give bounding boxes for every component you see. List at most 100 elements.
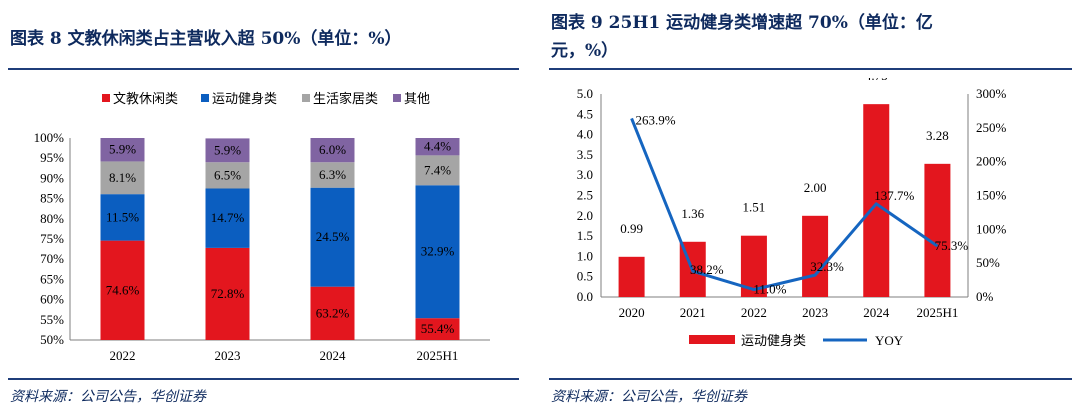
data-label: 72.8% — [211, 286, 245, 301]
right-title-rule — [549, 68, 1072, 70]
stacked-bar-chart: 文教休闲类 运动健身类 生活家居类 其他 50% 55% 60% 65% 70% 75% 80% 85… — [34, 91, 490, 363]
right-source-text: 资料来源：公司公告，华创证券 — [551, 389, 747, 405]
bar-segment-2024-2 — [310, 162, 355, 188]
y-tick-label: 85% — [40, 191, 64, 206]
legend-label-0: 文教休闲类 — [113, 91, 178, 106]
bar-segment-2025H1-2 — [415, 155, 460, 186]
y-tick-label: 95% — [40, 150, 64, 165]
y-left-tick-label: 2.0 — [577, 208, 593, 223]
data-label: 74.6% — [106, 282, 140, 297]
right-chart-title-line1: 图表 9 25H1 运动健身类增速超 70%（单位：亿 — [551, 13, 933, 33]
bar-segment-2024-1 — [310, 187, 355, 287]
bar-value-label: 0.99 — [620, 221, 643, 236]
y-right-tick-label: 300% — [976, 86, 1007, 101]
bar-value-label: 1.51 — [743, 200, 766, 215]
x-tick-label: 2025H1 — [417, 348, 459, 363]
bar-segment-2023-3 — [205, 138, 250, 163]
data-label: 32.9% — [421, 244, 455, 259]
legend-label-2: 生活家居类 — [313, 91, 378, 106]
y-tick-label: 65% — [40, 271, 64, 286]
legend-swatch-0 — [102, 94, 110, 102]
y-tick-label: 80% — [40, 211, 64, 226]
yoy-label: 75.3% — [935, 238, 969, 253]
bar-segment-2025H1-1 — [415, 185, 460, 319]
x-tick-label: 2024 — [320, 348, 347, 363]
left-panel: 图表 8 文教休闲类占主营收入超 50%（单位：%） 文教休闲类 运动健身类 生活家… — [0, 0, 527, 419]
bar-segment-2025H1-0 — [415, 318, 460, 340]
y-right-tick-label: 50% — [976, 255, 1000, 270]
yoy-label: 137.7% — [874, 188, 914, 203]
x-tick-label: 2023 — [215, 348, 241, 363]
data-label: 11.5% — [106, 209, 139, 224]
y-left-tick-label: 1.0 — [577, 248, 593, 263]
data-label: 5.9% — [109, 142, 136, 157]
data-label: 14.7% — [211, 210, 245, 225]
legend-swatch-2 — [302, 94, 310, 102]
yoy-line — [630, 117, 939, 292]
bar-2020 — [618, 256, 645, 297]
left-title-rule — [8, 68, 519, 70]
y-tick-label: 60% — [40, 292, 64, 307]
legend-label-3: 其他 — [404, 91, 430, 106]
data-label: 6.3% — [319, 167, 346, 182]
y-left-tick-label: 2.5 — [577, 188, 593, 203]
bar-segment-2023-2 — [205, 162, 250, 189]
bar-2025H1 — [924, 163, 951, 297]
legend-label-1: 运动健身类 — [212, 91, 277, 106]
x-tick-label: 2021 — [680, 305, 706, 320]
bar-value-label: 4.75 — [865, 78, 888, 83]
y-left-tick-label: 4.0 — [577, 127, 593, 142]
legend-swatch-3 — [393, 94, 401, 102]
bar-value-label: 2.00 — [804, 180, 827, 195]
bar-segment-2022-0 — [100, 240, 145, 340]
y-right-tick-label: 150% — [976, 188, 1007, 203]
y-left-tick-label: 0.5 — [577, 269, 593, 284]
data-label: 8.1% — [109, 170, 136, 185]
bar-segment-2023-0 — [205, 247, 250, 340]
data-label: 6.5% — [214, 167, 241, 182]
data-label: 5.9% — [214, 142, 241, 157]
y-left-tick-label: 3.0 — [577, 167, 593, 182]
yoy-label: 263.9% — [636, 112, 676, 127]
y-tick-label: 100% — [34, 130, 65, 145]
x-tick-label: 2024 — [863, 305, 890, 320]
data-label: 4.4% — [424, 139, 451, 154]
bar-segment-2025H1-3 — [415, 138, 460, 156]
left-chart-title: 图表 8 文教休闲类占主营收入超 50%（单位：%） — [10, 29, 402, 49]
right-panel: 图表 9 25H1 运动健身类增速超 70%（单位：亿 元，%） 0.0 0.5 1… — [541, 0, 1080, 419]
y-right-tick-label: 200% — [976, 154, 1007, 169]
yoy-label: 38.2% — [690, 262, 724, 277]
yoy-label: 32.3% — [810, 259, 844, 274]
bar-segment-2023-1 — [205, 188, 250, 248]
legend-swatch-bar — [689, 335, 735, 344]
y-tick-label: 70% — [40, 251, 64, 266]
bar-2024 — [863, 104, 890, 298]
legend-label-line: YOY — [875, 333, 904, 348]
legend-label-bar: 运动健身类 — [741, 333, 806, 348]
y-left-tick-label: 5.0 — [577, 86, 593, 101]
x-tick-label: 2022 — [741, 305, 767, 320]
bar-value-label: 3.28 — [926, 128, 949, 143]
right-chart-title-line2: 元，%） — [551, 41, 619, 61]
bar-value-label: 1.36 — [681, 206, 704, 221]
legend-swatch-1 — [201, 94, 209, 102]
left-source-rule — [8, 378, 519, 380]
data-label: 55.4% — [421, 321, 455, 336]
y-left-tick-label: 0.0 — [577, 289, 593, 304]
bar-segment-2022-1 — [100, 194, 145, 241]
y-tick-label: 90% — [40, 170, 64, 185]
y-right-tick-label: 250% — [976, 120, 1007, 135]
yoy-label: 11.0% — [753, 282, 786, 297]
x-tick-label: 2023 — [802, 305, 828, 320]
x-tick-label: 2022 — [110, 348, 136, 363]
y-right-tick-label: 100% — [976, 221, 1007, 236]
bar-segment-2024-0 — [310, 286, 355, 340]
y-left-tick-label: 3.5 — [577, 147, 593, 162]
data-label: 6.0% — [319, 142, 346, 157]
right-source-rule — [549, 378, 1072, 380]
bar-segment-2024-3 — [310, 138, 355, 163]
data-label: 24.5% — [316, 229, 350, 244]
bar-2023 — [802, 215, 829, 297]
y-left-tick-label: 1.5 — [577, 228, 593, 243]
left-source-text: 资料来源：公司公告，华创证券 — [10, 389, 206, 405]
